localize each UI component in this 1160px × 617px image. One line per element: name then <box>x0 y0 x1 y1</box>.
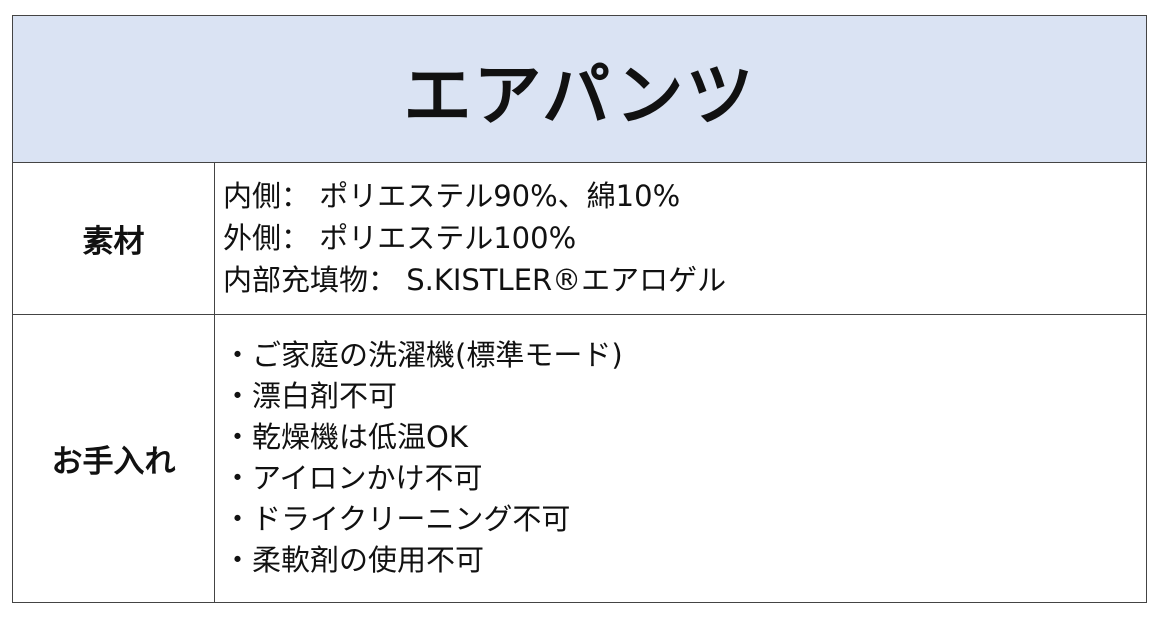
product-title: エアパンツ <box>403 56 756 136</box>
material-details: 内側： ポリエステル90%、綿10% 外側： ポリエステル100% 内部充填物：… <box>223 162 1146 314</box>
care-line: ・ドライクリーニング不可 <box>223 502 571 536</box>
row-label-care: お手入れ <box>13 314 215 602</box>
care-line: ・アイロンかけ不可 <box>223 461 483 495</box>
product-spec-table: エアパンツ 素材 内側： ポリエステル90%、綿10% 外側： ポリエステル10… <box>12 15 1147 603</box>
table-row-care: お手入れ ・ご家庭の洗濯機(標準モード) ・漂白剤不可 ・乾燥機は低温OK ・ア… <box>13 314 1146 602</box>
care-line: ・乾燥機は低温OK <box>223 420 468 454</box>
material-line: 内部充填物： S.KISTLER®エアロゲル <box>223 263 727 297</box>
care-instructions: ・ご家庭の洗濯機(標準モード) ・漂白剤不可 ・乾燥機は低温OK ・アイロンかけ… <box>223 314 1146 602</box>
material-line: 内側： ポリエステル90%、綿10% <box>223 179 681 213</box>
row-label-material: 素材 <box>13 162 215 314</box>
table-header: エアパンツ <box>13 16 1146 163</box>
care-line: ・ご家庭の洗濯機(標準モード) <box>223 338 623 372</box>
table-row-material: 素材 内側： ポリエステル90%、綿10% 外側： ポリエステル100% 内部充… <box>13 162 1146 315</box>
care-line: ・漂白剤不可 <box>223 379 398 413</box>
material-line: 外側： ポリエステル100% <box>223 221 577 255</box>
care-line: ・柔軟剤の使用不可 <box>223 543 485 577</box>
